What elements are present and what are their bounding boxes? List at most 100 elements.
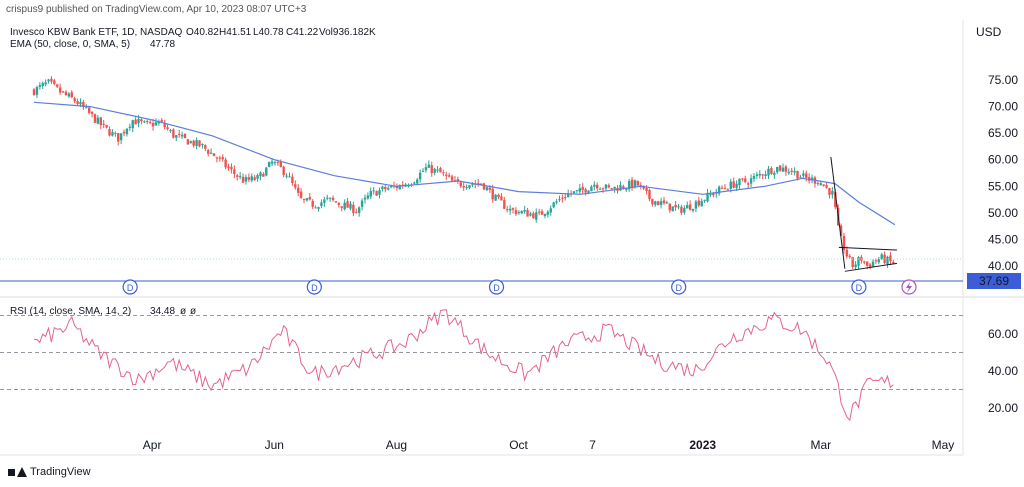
candle-body — [317, 207, 320, 209]
candle-body — [259, 172, 262, 177]
rsi-tick-label: 40.00 — [988, 364, 1018, 378]
candle-body — [38, 85, 42, 87]
candle-body — [375, 191, 378, 196]
candle-body — [558, 199, 561, 201]
candle-body — [125, 128, 129, 135]
candle-body — [506, 209, 509, 211]
candle-body — [439, 168, 442, 173]
candle-body — [41, 82, 44, 86]
candle-body — [744, 178, 747, 183]
candle-body — [326, 197, 329, 199]
candle-body — [892, 262, 895, 264]
trendline[interactable] — [838, 246, 897, 251]
candle-body — [299, 191, 303, 198]
candle-body — [418, 172, 422, 180]
last-price-tag — [967, 273, 1021, 289]
candle-body — [357, 207, 361, 213]
candle-body — [108, 129, 111, 136]
candle-body — [686, 205, 689, 209]
time-tick-label: Jun — [265, 438, 284, 452]
candle-body — [35, 87, 39, 95]
time-tick-label: Mar — [811, 438, 832, 452]
candle-body — [201, 143, 204, 145]
candle-body — [749, 178, 753, 184]
dividend-marker[interactable] — [851, 279, 867, 295]
candle-body — [796, 170, 799, 179]
price-tick-label: 55.00 — [988, 179, 1018, 193]
candle-body — [738, 178, 741, 186]
price-tick-label: 60.00 — [988, 153, 1018, 167]
candle-body — [381, 186, 384, 190]
candle-body — [73, 98, 76, 102]
candle-body — [180, 134, 184, 137]
candle-body — [93, 114, 97, 123]
candle-body — [462, 185, 465, 188]
candle-body — [337, 202, 341, 205]
candle-body — [192, 140, 195, 146]
candle-body — [863, 261, 866, 263]
candle-body — [253, 177, 256, 180]
time-tick-label: Aug — [386, 438, 407, 452]
candle-body — [784, 166, 788, 172]
candle-body — [50, 78, 53, 82]
candle-body — [639, 184, 642, 186]
footer-brand-label: TradingView — [30, 466, 91, 478]
candle-body — [416, 179, 419, 184]
candle-body — [729, 181, 732, 189]
candle-body — [227, 166, 230, 169]
candle-body — [273, 162, 277, 164]
candle-body — [500, 196, 503, 201]
candle-body — [549, 208, 552, 213]
candle-body — [773, 172, 776, 175]
candle-body — [555, 201, 558, 203]
candle-body — [447, 175, 451, 177]
candle-body — [581, 186, 584, 190]
candle-body — [366, 195, 370, 199]
candle-body — [741, 178, 744, 180]
candle-body — [445, 174, 448, 176]
candle-body — [834, 191, 837, 208]
candle-body — [79, 101, 82, 105]
candle-body — [537, 211, 541, 213]
candle-body — [770, 168, 773, 174]
candle-body — [636, 180, 640, 186]
candle-body — [70, 92, 73, 98]
ema-line — [33, 101, 896, 226]
trendline[interactable] — [830, 156, 846, 269]
candle-body — [276, 162, 280, 164]
trendline[interactable] — [844, 262, 898, 272]
ohlc-high: H41.51 — [219, 27, 252, 38]
candle-body — [209, 152, 213, 154]
candle-body — [433, 168, 436, 173]
candle-body — [67, 93, 71, 97]
candle-body — [218, 157, 222, 159]
candle-body — [514, 210, 518, 215]
candle-body — [407, 185, 410, 187]
candle-body — [671, 206, 674, 212]
candle-body — [148, 122, 152, 124]
candle-body — [328, 197, 332, 199]
candle-body — [238, 176, 242, 178]
candle-body — [610, 188, 613, 190]
candle-body — [517, 212, 521, 214]
price-tick-label: 75.00 — [988, 73, 1018, 87]
candle-body — [117, 133, 120, 142]
dividend-marker[interactable] — [306, 279, 322, 295]
candle-body — [596, 184, 599, 189]
candle-body — [105, 124, 108, 128]
candle-body — [723, 187, 727, 189]
ohlc-close: C41.22 — [286, 27, 319, 38]
dividend-marker[interactable] — [488, 279, 505, 295]
footer-brand[interactable]: TradingView — [8, 466, 91, 478]
candle-body — [598, 188, 602, 190]
candle-body — [648, 190, 651, 200]
dividend-marker[interactable] — [671, 279, 687, 295]
candle-body — [154, 122, 158, 126]
dividend-marker[interactable] — [122, 279, 138, 295]
candle-body — [395, 185, 399, 189]
candle-body — [291, 176, 294, 183]
candle-body — [256, 175, 259, 179]
candle-body — [183, 133, 187, 138]
